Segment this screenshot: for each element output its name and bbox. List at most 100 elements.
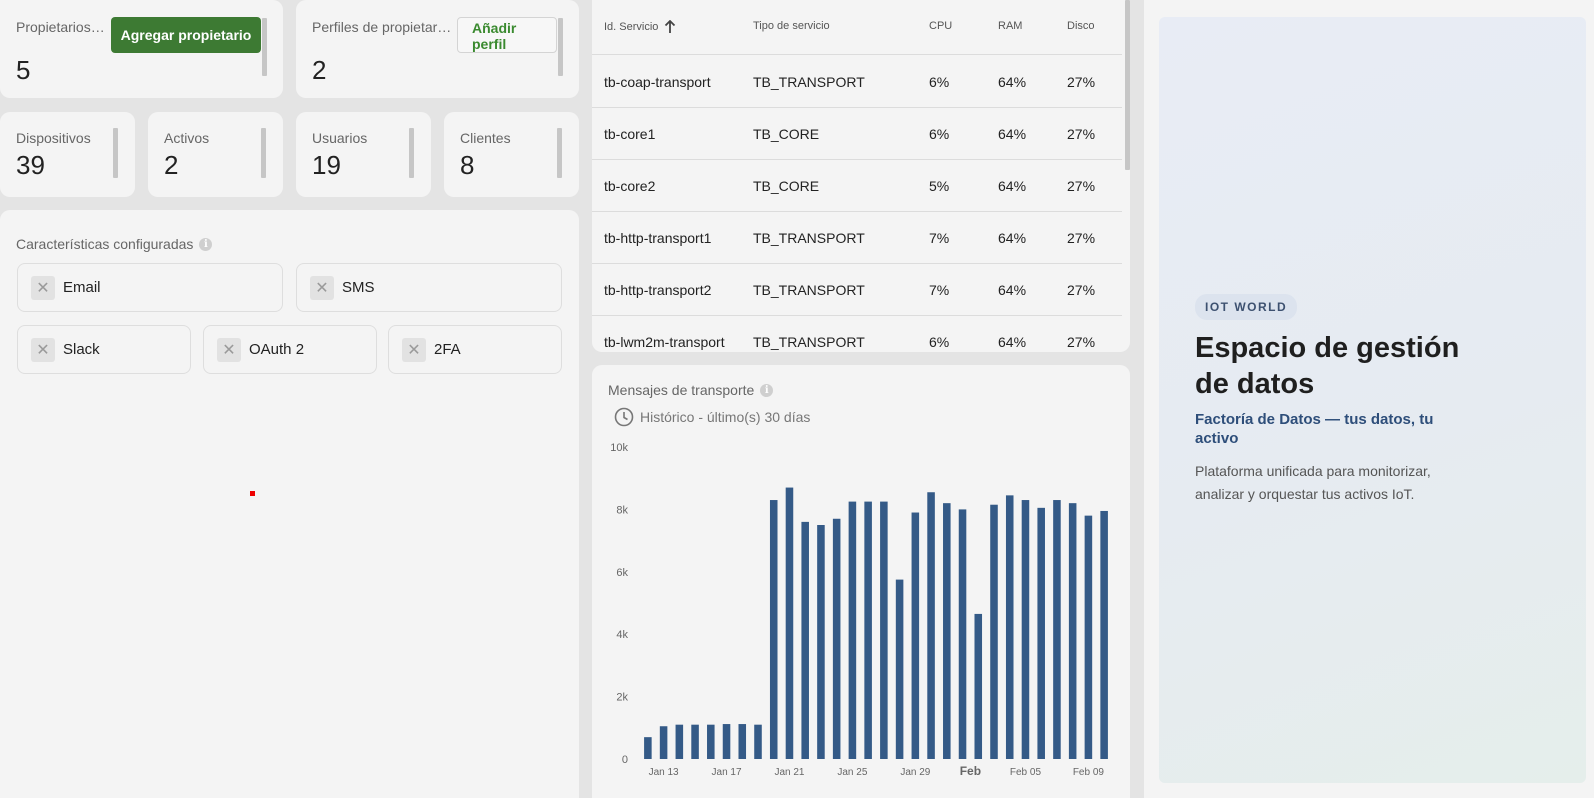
column-header-id-label: Id. Servicio <box>604 21 659 33</box>
history-label: Histórico - último(s) 30 días <box>640 409 811 425</box>
table-row[interactable]: tb-http-transport2 TB_TRANSPORT 7% 64% 27% <box>592 264 1122 316</box>
table-cell: TB_TRANSPORT <box>753 74 865 90</box>
transport-bar-chart: 0 2k 4k 6k 8k 10k Jan 13 Jan 17 Jan 21 Jan 25 Jan … <box>610 442 1108 778</box>
history-selector[interactable]: Histórico - último(s) 30 días <box>614 407 810 427</box>
table-row[interactable]: tb-coap-transport TB_TRANSPORT 6% 64% 27% <box>592 56 1122 108</box>
table-cell: 6% <box>929 334 950 350</box>
column-header-cpu[interactable]: CPU <box>929 20 953 32</box>
chart-bar[interactable] <box>1037 507 1045 759</box>
chart-bar[interactable] <box>644 737 652 759</box>
close-icon[interactable]: ✕ <box>402 337 426 362</box>
chart-bar[interactable] <box>927 492 935 759</box>
feature-chip-slack[interactable]: ✕ Slack <box>17 325 191 374</box>
table-cell: TB_CORE <box>753 126 820 142</box>
table-row[interactable]: tb-http-transport1 TB_TRANSPORT 7% 64% 27% <box>592 212 1122 264</box>
table-cell: 27% <box>1067 178 1096 194</box>
feature-chip-label: SMS <box>342 279 375 296</box>
chart-bar[interactable] <box>958 509 967 759</box>
devices-scrollbar[interactable] <box>113 128 118 178</box>
chart-bar[interactable] <box>911 512 920 759</box>
y-tick-label: 8k <box>616 504 628 516</box>
table-cell: 64% <box>998 282 1027 298</box>
column-header-disk[interactable]: Disco <box>1067 20 1095 32</box>
table-cell: TB_CORE <box>753 178 820 194</box>
chart-bar[interactable] <box>659 726 668 759</box>
close-icon[interactable]: ✕ <box>31 275 55 300</box>
chart-bar[interactable] <box>801 521 809 759</box>
assets-label: Activos <box>164 130 210 146</box>
add-owner-button[interactable]: Agregar propietario <box>111 17 261 53</box>
chart-bar[interactable] <box>1021 500 1030 759</box>
table-cell: 64% <box>998 178 1027 194</box>
chart-bar[interactable] <box>691 724 699 759</box>
chart-bar[interactable] <box>864 501 872 759</box>
chart-bar[interactable] <box>817 525 825 759</box>
customers-card[interactable]: Clientes 8 <box>444 112 579 197</box>
assets-card[interactable]: Activos 2 <box>148 112 283 197</box>
chart-bar[interactable] <box>974 613 983 759</box>
users-card[interactable]: Usuarios 19 <box>296 112 431 197</box>
table-row[interactable]: tb-core1 TB_CORE 6% 64% 27% <box>592 108 1122 160</box>
column-header-type[interactable]: Tipo de servicio <box>753 20 830 32</box>
features-title: Características configuradas i <box>16 236 213 252</box>
transport-chart-card: Mensajes de transporte i Histórico - últ… <box>592 365 1130 798</box>
chart-bar[interactable] <box>769 500 778 759</box>
table-cell: tb-http-transport2 <box>604 282 712 298</box>
chart-bar[interactable] <box>943 503 951 759</box>
transport-title: Mensajes de transporte i <box>608 382 774 398</box>
chart-bar[interactable] <box>675 724 684 759</box>
feature-chip-oauth2[interactable]: ✕ OAuth 2 <box>203 325 377 374</box>
table-cell: 6% <box>929 126 950 142</box>
chart-bar[interactable] <box>895 579 904 759</box>
column-header-id[interactable]: Id. Servicio <box>604 20 676 34</box>
chart-bar[interactable] <box>1100 510 1108 759</box>
column-header-ram[interactable]: RAM <box>998 20 1023 32</box>
close-icon[interactable]: ✕ <box>31 337 55 362</box>
table-row[interactable]: tb-lwm2m-transport TB_TRANSPORT 6% 64% 27% <box>592 316 1122 352</box>
owners-scrollbar[interactable] <box>262 18 267 76</box>
x-tick-label: Feb 05 <box>1010 767 1042 778</box>
chart-bar[interactable] <box>707 724 715 759</box>
table-header: Id. Servicio Tipo de servicio CPU RAM Di… <box>592 0 1122 55</box>
y-tick-label: 10k <box>610 442 628 454</box>
users-scrollbar[interactable] <box>409 128 414 178</box>
feature-chip-email[interactable]: ✕ Email <box>17 263 283 312</box>
chart-bar[interactable] <box>1084 515 1093 759</box>
close-icon[interactable]: ✕ <box>310 275 334 300</box>
feature-chip-sms[interactable]: ✕ SMS <box>296 263 562 312</box>
chart-bar[interactable] <box>1005 495 1014 759</box>
info-icon[interactable]: i <box>199 237 213 251</box>
chart-bar[interactable] <box>832 518 841 759</box>
users-label: Usuarios <box>312 130 368 146</box>
table-row[interactable]: tb-core2 TB_CORE 5% 64% 27% <box>592 160 1122 212</box>
add-profile-button[interactable]: Añadir perfil <box>457 17 557 53</box>
info-icon[interactable]: i <box>760 383 774 397</box>
x-tick-label: Jan 13 <box>649 767 679 778</box>
chart-bar[interactable] <box>754 724 762 759</box>
owners-label: Propietarios… <box>16 19 105 35</box>
chart-bar[interactable] <box>848 501 857 759</box>
chart-bar[interactable] <box>1053 500 1061 759</box>
x-tick-label: Feb <box>960 764 981 778</box>
promo-panel: IOT WORLD Espacio de gestión de datos Fa… <box>1159 17 1586 783</box>
y-tick-label: 0 <box>622 754 628 766</box>
chart-bar[interactable] <box>990 504 998 759</box>
table-cell: 64% <box>998 74 1027 90</box>
chart-bar[interactable] <box>738 724 747 759</box>
features-title-text: Características configuradas <box>16 236 194 252</box>
assets-scrollbar[interactable] <box>261 128 266 178</box>
customers-scrollbar[interactable] <box>557 128 562 178</box>
x-tick-label: Jan 25 <box>837 767 867 778</box>
feature-chip-label: 2FA <box>434 341 461 358</box>
owner-profiles-scrollbar[interactable] <box>558 18 563 76</box>
chart-bar[interactable] <box>880 501 888 759</box>
customers-value: 8 <box>460 150 475 180</box>
feature-chip-2fa[interactable]: ✕ 2FA <box>388 325 562 374</box>
close-icon[interactable]: ✕ <box>217 337 241 362</box>
chart-bar[interactable] <box>1068 503 1077 759</box>
chart-bar[interactable] <box>722 724 731 759</box>
devices-card[interactable]: Dispositivos 39 <box>0 112 135 197</box>
chart-bar[interactable] <box>785 487 794 759</box>
table-scrollbar[interactable] <box>1125 0 1130 170</box>
x-tick-label: Jan 21 <box>774 767 804 778</box>
